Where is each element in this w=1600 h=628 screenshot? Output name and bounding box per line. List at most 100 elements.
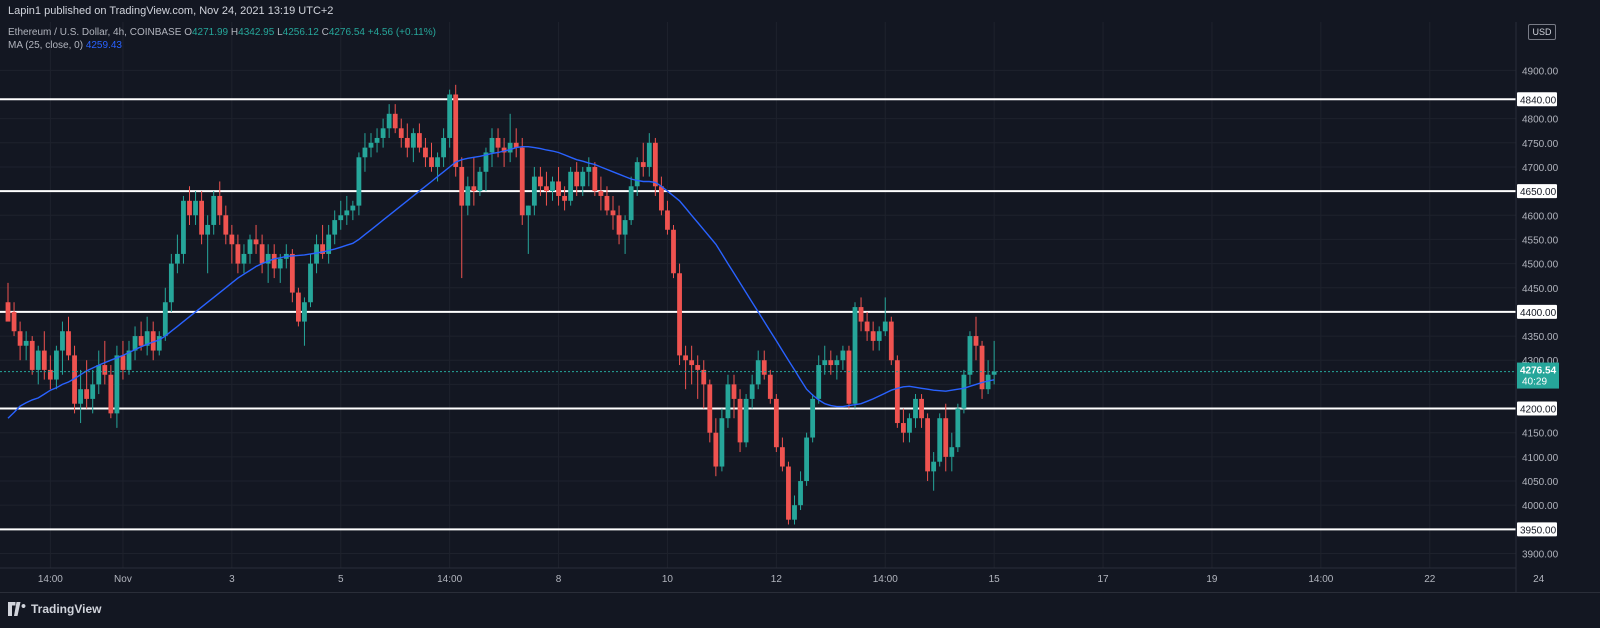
candle-body bbox=[108, 374, 114, 414]
candle bbox=[338, 200, 344, 230]
candle-body bbox=[47, 369, 53, 380]
candle-body bbox=[689, 360, 695, 366]
low-label: L bbox=[277, 27, 283, 38]
candle-body bbox=[574, 171, 580, 187]
candle-body bbox=[659, 186, 664, 211]
candle bbox=[985, 360, 991, 395]
candle bbox=[731, 374, 737, 419]
price-axis[interactable]: 3900.004000.004050.004100.004150.004250.… bbox=[1515, 0, 1600, 592]
candle-body bbox=[168, 263, 174, 303]
candle bbox=[919, 394, 924, 428]
candle bbox=[671, 224, 676, 279]
candle bbox=[47, 355, 53, 390]
time-tick-label: 14:00 bbox=[437, 574, 462, 585]
candle-body bbox=[235, 244, 241, 264]
candle bbox=[882, 297, 888, 337]
candle bbox=[259, 234, 265, 274]
candle bbox=[90, 369, 96, 414]
candle bbox=[247, 234, 253, 264]
legend-symbol[interactable]: Ethereum / U.S. Dollar, 4h, COINBASE bbox=[8, 27, 182, 38]
candle bbox=[35, 345, 41, 385]
time-tick-label: 8 bbox=[556, 574, 562, 585]
candle-body bbox=[489, 137, 495, 153]
candle bbox=[604, 186, 610, 216]
time-tick-label: 17 bbox=[1097, 574, 1109, 585]
candle bbox=[441, 128, 446, 167]
candle-body bbox=[955, 408, 961, 448]
time-tick-label: 12 bbox=[771, 574, 783, 585]
candle-body bbox=[931, 461, 937, 472]
candle bbox=[610, 195, 616, 230]
candle-body bbox=[671, 229, 676, 274]
candle bbox=[949, 432, 955, 472]
candle-body bbox=[320, 244, 325, 254]
candle-body bbox=[846, 350, 852, 404]
candle-body bbox=[858, 307, 864, 322]
candle-body bbox=[834, 360, 840, 366]
candle-body bbox=[919, 398, 924, 419]
price-tick-label: 4100.00 bbox=[1522, 453, 1559, 464]
candle bbox=[737, 389, 743, 453]
candle bbox=[767, 369, 773, 404]
candle-body bbox=[429, 157, 434, 167]
candle-body bbox=[913, 398, 918, 419]
candle-body bbox=[798, 481, 803, 506]
tradingview-brand[interactable]: TradingView bbox=[8, 602, 101, 616]
candle-body bbox=[102, 365, 108, 375]
price-tick-label: 4050.00 bbox=[1522, 477, 1559, 488]
candle-body bbox=[743, 398, 749, 443]
candle bbox=[792, 495, 797, 525]
candle bbox=[308, 253, 313, 308]
currency-button[interactable]: USD bbox=[1528, 24, 1556, 40]
candle-body bbox=[556, 181, 561, 196]
candle bbox=[525, 205, 531, 254]
candle bbox=[5, 282, 11, 322]
chart-grid bbox=[0, 22, 1540, 568]
candle-body bbox=[586, 166, 592, 172]
candle bbox=[465, 176, 471, 216]
candle-body bbox=[368, 142, 374, 148]
candle-body bbox=[531, 176, 537, 206]
candle-body bbox=[713, 432, 719, 467]
candle bbox=[96, 350, 102, 395]
candle-body bbox=[271, 253, 277, 269]
candle-body bbox=[544, 186, 549, 192]
candle bbox=[864, 311, 870, 341]
candle bbox=[822, 345, 828, 375]
candle bbox=[616, 205, 622, 245]
price-tick-label: 4750.00 bbox=[1522, 139, 1559, 150]
candle-body bbox=[326, 234, 332, 254]
candle-body bbox=[755, 360, 761, 385]
candle bbox=[544, 171, 549, 206]
candle-body bbox=[495, 137, 501, 148]
candle bbox=[979, 340, 985, 399]
level-badge-label: 4840.00 bbox=[1520, 95, 1557, 106]
candle-body bbox=[181, 200, 186, 254]
candle-body bbox=[386, 113, 392, 129]
candle bbox=[199, 191, 204, 245]
candle bbox=[598, 176, 604, 211]
candle bbox=[241, 244, 247, 274]
candle bbox=[398, 118, 404, 148]
high-value: 4342.95 bbox=[238, 27, 275, 38]
candle-body bbox=[943, 418, 949, 457]
candle bbox=[332, 210, 338, 245]
candle bbox=[507, 113, 513, 163]
candle-body bbox=[453, 94, 459, 167]
ma-label[interactable]: MA (25, close, 0) bbox=[8, 40, 84, 51]
time-axis[interactable]: 14:00 Nov 3 5 14:00 8 10 12 14:00 15 17 19 14:00 22 24… bbox=[0, 567, 1600, 585]
level-badge bbox=[1517, 304, 1557, 319]
level-badge-label: 4400.00 bbox=[1520, 308, 1557, 319]
candle-body bbox=[150, 331, 156, 351]
candle bbox=[489, 128, 495, 167]
candle-body bbox=[907, 418, 912, 433]
candle-body bbox=[350, 205, 356, 211]
candle-body bbox=[308, 263, 313, 303]
candle-body bbox=[513, 142, 519, 148]
countdown-label: 40:29 bbox=[1522, 377, 1547, 388]
candle bbox=[991, 340, 997, 385]
candle bbox=[689, 345, 695, 385]
candle bbox=[253, 224, 259, 254]
candle bbox=[556, 166, 561, 206]
